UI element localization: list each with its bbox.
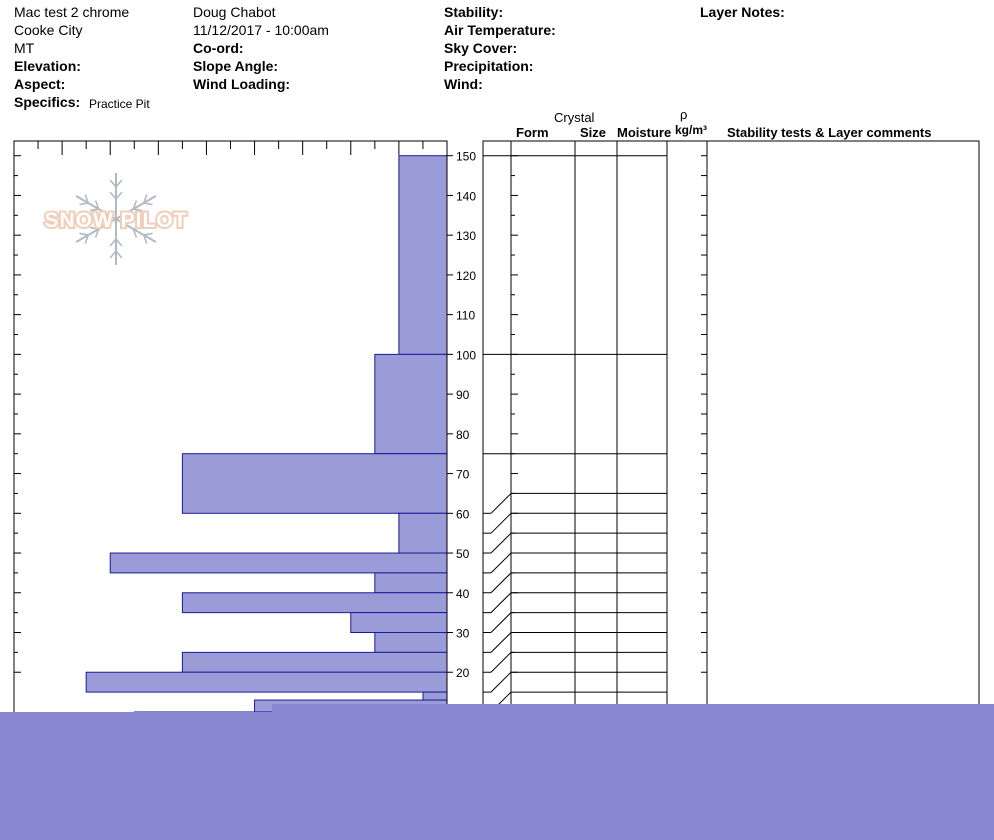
height-tick-label: 20 (456, 666, 470, 680)
air-temperature-label: Air Temperature: (444, 22, 556, 38)
snowflake-arm (75, 218, 117, 243)
height-tick-label: 130 (456, 229, 476, 243)
snowflake-branch (115, 191, 123, 200)
boundary-connector (490, 572, 512, 594)
snowflake-branch (133, 208, 143, 212)
boundary-connector (490, 493, 512, 514)
wind-label: Wind: (444, 76, 483, 92)
rho-header: ρ (680, 107, 688, 122)
hardness-bar (374, 632, 448, 653)
logo-text: SNOW PILOT (45, 209, 188, 232)
snowflake-branch (109, 191, 117, 200)
site-name: Mac test 2 chrome (14, 4, 130, 20)
snowflake-branch (109, 238, 117, 247)
snowflake-branch (109, 179, 117, 188)
snowflake-arm (115, 218, 157, 243)
snowflake-branch (109, 250, 117, 259)
snowflake-branch (143, 232, 153, 236)
hardness-bar (374, 353, 448, 455)
hardness-bar (350, 612, 448, 634)
overlay-tab (272, 704, 994, 714)
height-tick-label: 100 (456, 348, 476, 362)
slope-angle-label: Slope Angle: (193, 58, 279, 74)
snowflake-arm (115, 195, 157, 220)
snowflake-branch (84, 194, 90, 204)
boundary-connector (490, 532, 512, 554)
wind-loading-label: Wind Loading: (193, 76, 291, 92)
snowflake-branch (79, 202, 89, 206)
height-tick-label: 80 (456, 428, 470, 442)
snowflake-branch (115, 179, 123, 188)
hardness-bar (85, 671, 448, 693)
snowflake-branch (142, 194, 148, 204)
snowflake-branch (94, 200, 100, 210)
snowflake-branch (132, 200, 138, 210)
snowflake-branch (89, 208, 99, 212)
height-tick-label: 50 (456, 547, 470, 561)
precipitation-label: Precipitation: (444, 58, 534, 74)
density-unit-header: kg/m³ (675, 123, 708, 137)
moisture-header: Moisture (617, 125, 672, 140)
datetime: 11/12/2017 - 10:00am (193, 22, 329, 38)
state: MT (14, 40, 35, 56)
coord-label: Co-ord: (193, 40, 244, 56)
snowflake-branch (142, 234, 148, 244)
snowflake-branch (115, 250, 123, 259)
snowflake-branch (132, 228, 138, 238)
height-tick-label: 90 (456, 388, 470, 402)
location: Cooke City (14, 22, 83, 38)
hardness-bar (398, 155, 448, 355)
stability-label: Stability: (444, 4, 504, 20)
hardness-bar (181, 592, 448, 614)
height-tick-label: 110 (456, 309, 475, 323)
elevation-label: Elevation: (14, 58, 81, 74)
hardness-bar (109, 552, 448, 574)
boundary-connector (490, 632, 512, 653)
observer: Doug Chabot (193, 4, 276, 20)
boundary-connector (490, 612, 512, 633)
boundary-connector (490, 671, 512, 693)
snowflake-branch (133, 226, 143, 230)
hardness-bar (374, 572, 448, 594)
height-tick-label: 140 (456, 189, 476, 203)
overlay-panel (0, 704, 994, 840)
hardness-bar (398, 512, 448, 554)
aspect-label: Aspect: (14, 76, 66, 92)
sky-cover-label: Sky Cover: (444, 40, 518, 56)
crystal-header: Crystal (554, 110, 595, 125)
specifics-value: Practice Pit (89, 97, 150, 111)
boundary-connector (490, 592, 512, 613)
height-tick-label: 60 (456, 507, 470, 521)
hardness-bar (422, 691, 448, 701)
snowflake-branch (79, 232, 89, 236)
layer-notes-label: Layer Notes: (700, 4, 785, 20)
boundary-connector (490, 552, 512, 574)
boundary-connector (490, 652, 512, 673)
hardness-bar (181, 651, 448, 673)
stability-comments-header: Stability tests & Layer comments (727, 125, 932, 140)
snowflake-branch (89, 226, 99, 230)
specifics-label: Specifics: (14, 94, 81, 110)
snowflake-branch (115, 238, 123, 247)
snowflake-branch (84, 234, 90, 244)
height-tick-label: 150 (456, 150, 476, 164)
layer-table-frame (482, 140, 980, 840)
size-header: Size (580, 125, 607, 140)
snowflake-branch (143, 202, 153, 206)
hardness-bar (181, 453, 448, 514)
height-tick-label: 30 (456, 627, 470, 641)
form-header: Form (516, 125, 549, 140)
height-tick-label: 70 (456, 468, 470, 482)
height-tick-label: 120 (456, 269, 476, 283)
height-tick-label: 40 (456, 587, 470, 601)
snowflake-arm (75, 195, 117, 220)
snowpilot-logo: SNOW PILOT (43, 173, 189, 265)
overlay-fill (0, 712, 994, 840)
snowflake-branch (94, 228, 100, 238)
boundary-connector (490, 512, 512, 534)
